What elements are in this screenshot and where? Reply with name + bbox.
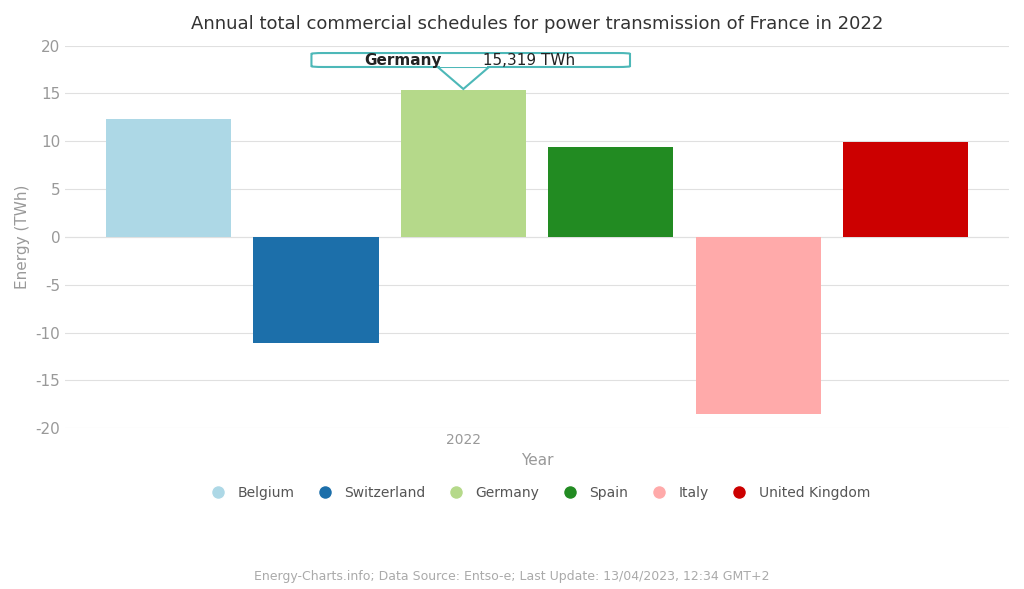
Bar [400, 91, 526, 237]
Text: 15,319 TWh: 15,319 TWh [478, 52, 575, 68]
Legend: Belgium, Switzerland, Germany, Spain, Italy, United Kingdom: Belgium, Switzerland, Germany, Spain, It… [199, 480, 876, 505]
Bar [253, 237, 379, 343]
Text: Energy-Charts.info; Data Source: Entso-e; Last Update: 13/04/2023, 12:34 GMT+2: Energy-Charts.info; Data Source: Entso-e… [254, 570, 770, 583]
Bar [105, 120, 231, 237]
Text: Germany: Germany [365, 52, 442, 68]
Bar [843, 143, 969, 237]
X-axis label: Year: Year [521, 452, 553, 468]
FancyBboxPatch shape [311, 53, 630, 67]
Bar [439, 65, 487, 67]
Bar [695, 237, 821, 414]
Polygon shape [437, 66, 489, 89]
Bar [548, 147, 674, 237]
Y-axis label: Energy (TWh): Energy (TWh) [15, 185, 30, 289]
Title: Annual total commercial schedules for power transmission of France in 2022: Annual total commercial schedules for po… [190, 15, 884, 33]
